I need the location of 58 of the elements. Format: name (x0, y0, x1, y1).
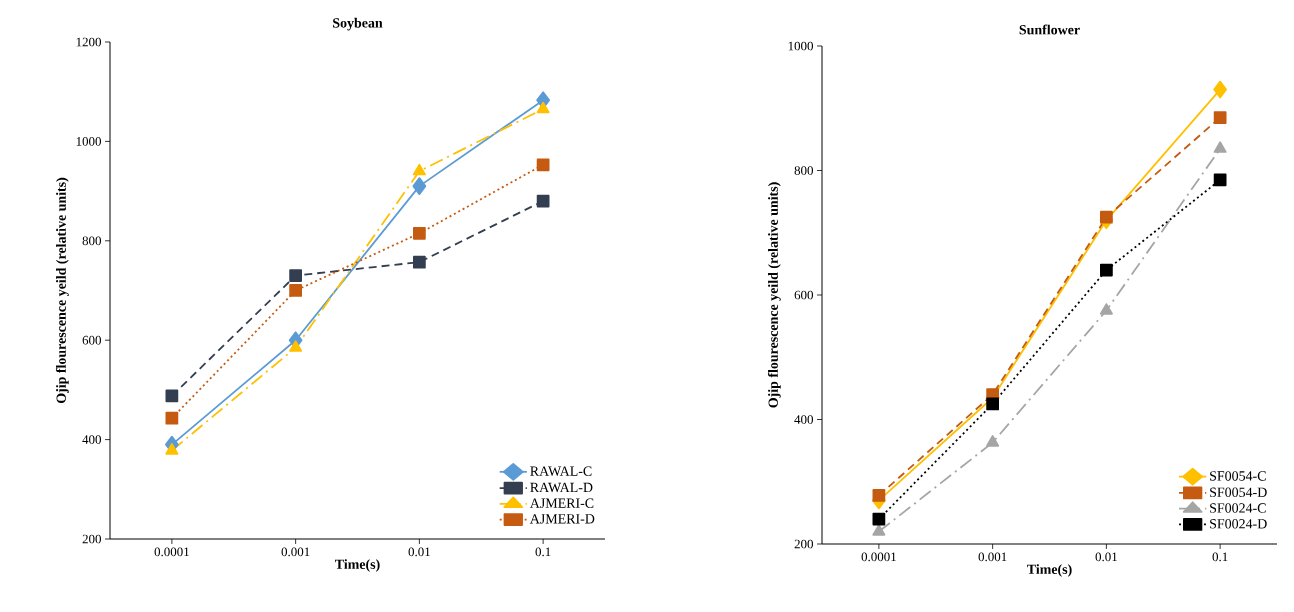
y-tick-label: 1000 (788, 41, 814, 51)
y-tick-label: 1200 (76, 37, 102, 47)
y-tick-label: 800 (82, 236, 102, 246)
point (872, 489, 886, 502)
y-tick-label: 1000 (76, 137, 102, 146)
y-tick-label: 600 (82, 335, 102, 345)
legend-label: RAWAL-D (530, 482, 593, 493)
point (1100, 263, 1113, 277)
point (413, 255, 426, 269)
chart-title: Sunflower (1019, 24, 1080, 35)
point (536, 194, 550, 208)
point (289, 340, 303, 352)
point (536, 101, 550, 114)
point (412, 163, 426, 176)
y-axis-title: Ojip flourescence yeild (relative units) (55, 177, 69, 404)
x-tick-label: 0.1 (535, 547, 551, 557)
x-tick-label: 0.01 (408, 547, 430, 557)
point (536, 158, 550, 172)
legend-label: SF0024-C (1210, 503, 1266, 513)
point (1213, 80, 1228, 99)
point (986, 435, 1000, 447)
x-axis-title: Time(s) (334, 559, 380, 572)
legend-label: AJMERI-D (529, 514, 595, 524)
chart-title: Soybean (333, 17, 383, 31)
x-tick-label: 0.001 (281, 547, 310, 557)
point (289, 284, 303, 297)
legend-label: RAWAL-C (530, 466, 592, 476)
point (1213, 111, 1227, 124)
point (165, 443, 179, 455)
y-tick-label: 400 (82, 435, 102, 444)
legend-label: SF0054-D (1210, 487, 1267, 497)
point (1100, 210, 1113, 224)
point (289, 269, 303, 282)
y-axis-title: Ojip flourescence yeild (relative units) (767, 182, 781, 408)
point (1099, 303, 1113, 315)
x-tick-label: 0.0001 (154, 547, 189, 557)
y-tick-label: 800 (794, 166, 814, 175)
point (872, 512, 886, 526)
legend-label: AJMERI-C (529, 498, 594, 508)
x-tick-label: 0.01 (1095, 552, 1117, 562)
y-tick-label: 400 (794, 415, 814, 424)
point (165, 389, 179, 403)
point (412, 177, 427, 195)
x-tick-label: 0.1 (1212, 552, 1228, 562)
point (165, 411, 179, 425)
x-tick-label: 0.001 (978, 552, 1007, 562)
point (413, 226, 426, 240)
point (1213, 173, 1227, 187)
point (1213, 141, 1227, 153)
point (872, 524, 886, 536)
x-axis-title: Time(s) (1027, 564, 1072, 577)
legend-label: SF0054-C (1210, 471, 1266, 481)
y-tick-label: 600 (794, 290, 814, 300)
y-tick-label: 200 (82, 534, 102, 544)
legend-label: SF0024-D (1210, 519, 1267, 529)
point (986, 397, 1000, 411)
x-tick-label: 0.0001 (861, 552, 896, 562)
y-tick-label: 200 (794, 539, 814, 549)
